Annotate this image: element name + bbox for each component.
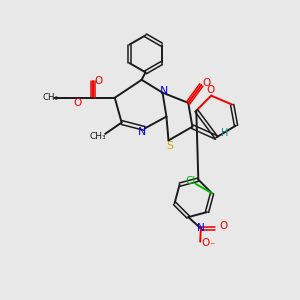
Text: CH₃: CH₃ [42,93,58,102]
Text: ⁻: ⁻ [209,241,214,251]
Text: H: H [221,128,228,138]
Text: O: O [202,77,210,88]
Text: Cl: Cl [185,176,195,186]
Text: N: N [160,86,169,96]
Text: S: S [167,141,173,151]
Text: O: O [219,221,228,231]
Text: CH₃: CH₃ [89,132,106,141]
Text: O: O [74,98,82,108]
Text: N: N [138,127,146,137]
Text: O: O [206,85,215,95]
Text: N: N [197,224,205,233]
Text: O: O [202,238,210,248]
Text: O: O [94,76,103,86]
